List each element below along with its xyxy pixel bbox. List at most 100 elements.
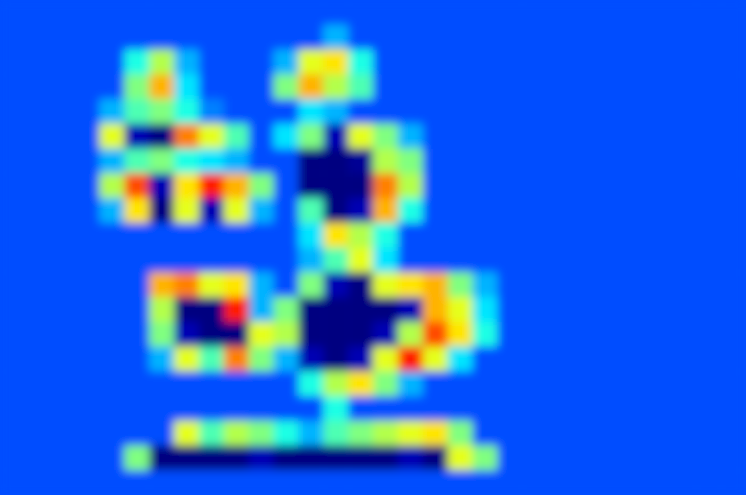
heat-cell [647, 470, 672, 495]
heat-cell [696, 99, 721, 124]
heat-cell [0, 248, 25, 273]
heat-cell [348, 223, 373, 248]
heat-cell [323, 272, 348, 297]
heat-cell [323, 470, 348, 495]
heat-cell [0, 99, 25, 124]
heat-cell [323, 149, 348, 174]
heat-cell [348, 198, 373, 223]
heat-cell [224, 297, 249, 322]
heat-cell [373, 124, 398, 149]
heat-cell [199, 297, 224, 322]
heat-cell [249, 50, 274, 75]
heat-cell [50, 223, 75, 248]
heat-cell [572, 50, 597, 75]
heat-cell [0, 446, 25, 471]
heat-cell [597, 50, 622, 75]
heat-cell [174, 25, 199, 50]
heat-cell [721, 347, 746, 372]
heat-cell [149, 198, 174, 223]
heat-cell [622, 50, 647, 75]
heat-cell [199, 396, 224, 421]
heat-cell [597, 124, 622, 149]
heat-cell [572, 446, 597, 471]
heat-cell [224, 99, 249, 124]
heat-cell [522, 371, 547, 396]
heat-cell [547, 446, 572, 471]
heat-cell [124, 371, 149, 396]
heat-cell [423, 124, 448, 149]
heat-cell [721, 446, 746, 471]
heat-cell [348, 446, 373, 471]
heat-cell [50, 25, 75, 50]
heat-cell [622, 297, 647, 322]
heat-cell [0, 223, 25, 248]
heat-cell [671, 421, 696, 446]
heat-cell [472, 347, 497, 372]
heat-cell [224, 124, 249, 149]
heat-cell [174, 50, 199, 75]
heat-cell [224, 149, 249, 174]
heat-cell [721, 272, 746, 297]
heat-cell [721, 396, 746, 421]
heat-cell [25, 470, 50, 495]
heat-cell [448, 124, 473, 149]
heat-cell [298, 322, 323, 347]
heat-cell [298, 50, 323, 75]
heat-cell [721, 50, 746, 75]
heat-cell [398, 0, 423, 25]
heat-cell [199, 149, 224, 174]
heat-cell [99, 149, 124, 174]
heat-cell [25, 198, 50, 223]
heat-cell [398, 50, 423, 75]
heat-cell [0, 25, 25, 50]
heat-cell [323, 371, 348, 396]
heat-cell [373, 25, 398, 50]
heat-cell [398, 74, 423, 99]
heat-cell [174, 421, 199, 446]
heat-cell [149, 74, 174, 99]
heat-cell [274, 272, 299, 297]
heat-cell [671, 272, 696, 297]
heat-cell [199, 421, 224, 446]
heat-cell [199, 99, 224, 124]
heat-cell [472, 297, 497, 322]
heat-cell [448, 198, 473, 223]
heat-cell [149, 25, 174, 50]
heat-cell [0, 50, 25, 75]
heat-cell [224, 396, 249, 421]
heat-cell [423, 272, 448, 297]
heat-cell [398, 198, 423, 223]
heat-cell [522, 470, 547, 495]
heat-cell [398, 347, 423, 372]
heat-cell [647, 446, 672, 471]
heat-cell [124, 124, 149, 149]
heat-cell [99, 124, 124, 149]
heat-cell [199, 470, 224, 495]
heat-cell [224, 272, 249, 297]
heat-cell [622, 248, 647, 273]
heat-cell [398, 421, 423, 446]
heat-cell [323, 74, 348, 99]
heat-cell [522, 25, 547, 50]
heat-cell [721, 223, 746, 248]
heat-cell [572, 0, 597, 25]
heat-cell [124, 74, 149, 99]
heat-cell [323, 50, 348, 75]
heat-cell [149, 396, 174, 421]
heat-cell [99, 446, 124, 471]
heat-cell [25, 248, 50, 273]
heat-cell [50, 74, 75, 99]
heat-cell [696, 347, 721, 372]
heat-cell [348, 124, 373, 149]
heat-cell [249, 248, 274, 273]
heat-cell [298, 297, 323, 322]
heat-cell [274, 25, 299, 50]
heat-cell [597, 396, 622, 421]
heat-cell [497, 173, 522, 198]
heat-cell [398, 470, 423, 495]
heat-cell [472, 173, 497, 198]
heat-cell [75, 322, 100, 347]
heat-cell [0, 421, 25, 446]
heat-cell [274, 371, 299, 396]
heat-cell [149, 297, 174, 322]
